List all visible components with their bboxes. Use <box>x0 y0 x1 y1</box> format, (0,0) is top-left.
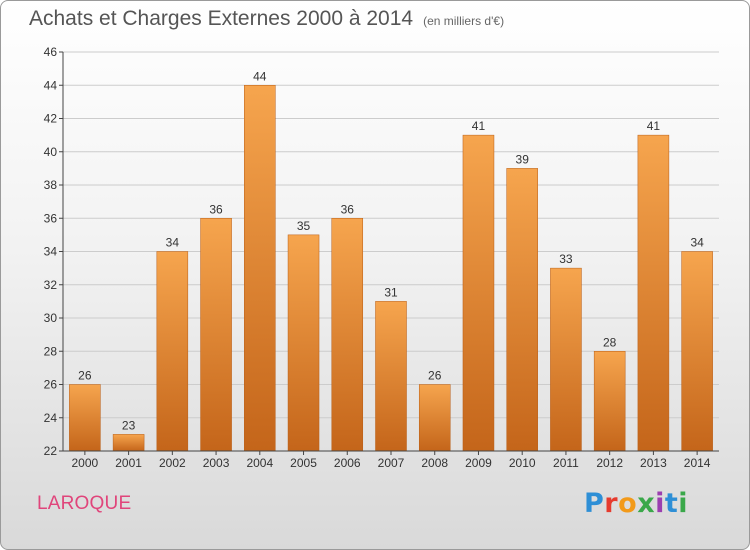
x-tick-label-2000: 2000 <box>72 456 99 470</box>
bar-2010 <box>506 168 538 452</box>
y-tick-label: 44 <box>44 78 58 92</box>
y-tick-label: 30 <box>44 311 58 325</box>
bar-2009 <box>462 134 495 452</box>
data-label-2003: 36 <box>209 202 223 216</box>
x-tick-label-2012: 2012 <box>596 456 623 470</box>
data-label-2009: 41 <box>472 119 486 133</box>
bar-2005 <box>287 234 320 452</box>
bar-2013 <box>637 134 670 452</box>
chart-unit: (en milliers d'€) <box>423 14 505 28</box>
data-label-2008: 26 <box>428 369 442 383</box>
logo-letter: t <box>664 488 679 519</box>
x-tick-label-2010: 2010 <box>509 456 536 470</box>
y-tick-label: 22 <box>44 444 58 458</box>
data-label-2012: 28 <box>603 335 617 349</box>
bar-2004 <box>244 85 276 452</box>
x-tick-label-2001: 2001 <box>115 456 142 470</box>
y-tick-label: 32 <box>44 278 58 292</box>
bar-2000 <box>69 384 101 452</box>
y-tick-label: 26 <box>44 378 58 392</box>
x-tick-label-2008: 2008 <box>421 456 448 470</box>
data-label-2014: 34 <box>690 236 704 250</box>
x-tick-label-2007: 2007 <box>378 456 405 470</box>
x-tick-label-2009: 2009 <box>465 456 492 470</box>
data-label-2002: 34 <box>166 236 180 250</box>
data-label-2000: 26 <box>78 369 92 383</box>
data-label-2013: 41 <box>647 119 661 133</box>
y-tick-label: 38 <box>44 178 58 192</box>
bar-2014 <box>681 251 713 452</box>
x-tick-label-2004: 2004 <box>246 456 273 470</box>
logo-letter: r <box>604 488 619 519</box>
bar-2008 <box>418 384 451 452</box>
logo-letter: i <box>655 488 665 519</box>
x-tick-label-2003: 2003 <box>203 456 230 470</box>
axes <box>59 51 719 455</box>
logo-letter: o <box>618 488 638 519</box>
data-label-2001: 23 <box>122 418 136 432</box>
bar-2006 <box>331 218 364 452</box>
chart-title: Achats et Charges Externes 2000 à 2014 (e… <box>29 7 504 31</box>
data-label-2004: 44 <box>253 69 267 83</box>
y-tick-label: 36 <box>44 211 58 225</box>
data-label-2006: 36 <box>341 202 355 216</box>
bar-2011 <box>550 267 582 452</box>
y-tick-label: 34 <box>44 245 58 259</box>
x-tick-label-2006: 2006 <box>334 456 361 470</box>
y-tick-label: 24 <box>44 411 58 425</box>
logo-letter: P <box>584 488 605 519</box>
data-label-2011: 33 <box>559 252 573 266</box>
y-tick-label: 28 <box>44 344 58 358</box>
data-label-2007: 31 <box>384 285 398 299</box>
logo-letter: i <box>678 488 689 519</box>
y-tick-label: 40 <box>44 145 58 159</box>
x-tick-label-2014: 2014 <box>684 456 711 470</box>
bar-2001 <box>112 434 145 452</box>
labels: 22 24 26 28 30 32 34 36 38 40 42 44 46 26 2000 23 2001 34… <box>44 45 711 470</box>
chart-title-text: Achats et Charges Externes 2000 à 2014 <box>29 7 414 30</box>
commune-name: LAROQUE <box>37 493 132 514</box>
bars <box>69 85 713 452</box>
bar-2012 <box>593 351 626 452</box>
x-tick-label-2013: 2013 <box>640 456 667 470</box>
bar-2002 <box>156 251 189 452</box>
x-tick-label-2011: 2011 <box>553 456 579 470</box>
x-tick-label-2002: 2002 <box>159 456 186 470</box>
x-tick-label-2005: 2005 <box>290 456 317 470</box>
proxiti-logo: Proxiti <box>584 488 688 519</box>
data-label-2005: 35 <box>297 219 311 233</box>
bar-2003 <box>200 218 232 452</box>
data-label-2010: 39 <box>516 152 530 166</box>
y-tick-label: 42 <box>44 112 58 126</box>
logo-letter: x <box>637 488 656 519</box>
bar-2007 <box>375 301 407 452</box>
y-tick-label: 46 <box>44 45 58 59</box>
